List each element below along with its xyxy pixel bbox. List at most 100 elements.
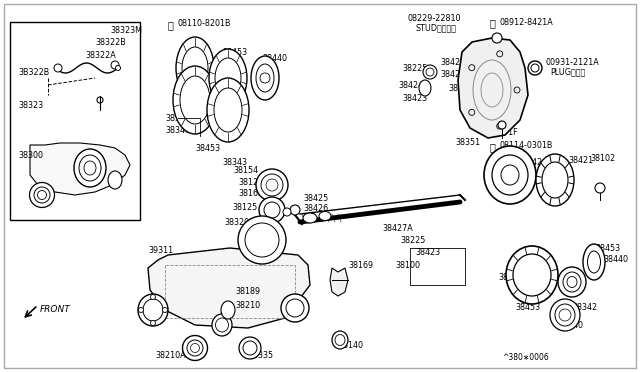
Text: 38425: 38425 [440,70,465,78]
Text: Ⓑ: Ⓑ [168,20,174,30]
Text: ^380∗0006: ^380∗0006 [502,353,548,362]
Ellipse shape [187,340,203,356]
Text: 38154: 38154 [233,166,258,174]
Text: 38342: 38342 [572,304,597,312]
Ellipse shape [266,179,278,191]
Circle shape [54,64,62,72]
Text: 38421: 38421 [568,155,593,164]
Circle shape [150,295,156,299]
Ellipse shape [245,223,279,257]
Ellipse shape [281,294,309,322]
Text: 38351F: 38351F [488,128,518,137]
Ellipse shape [216,318,228,332]
Ellipse shape [34,187,50,203]
Ellipse shape [180,76,210,124]
Ellipse shape [259,197,285,223]
Text: 38340: 38340 [558,321,583,330]
Ellipse shape [558,267,586,297]
Text: 38427A: 38427A [382,224,413,232]
Ellipse shape [79,155,101,181]
Text: 38423: 38423 [402,93,427,103]
Ellipse shape [423,65,437,79]
Ellipse shape [559,309,571,321]
Circle shape [283,208,291,216]
Bar [10,22,140,220]
Ellipse shape [143,299,163,321]
Text: 38351: 38351 [455,138,480,147]
Ellipse shape [550,299,580,331]
Text: STUDスタッド: STUDスタッド [415,23,456,32]
Circle shape [595,183,605,193]
Text: Ⓑ: Ⓑ [490,142,496,152]
Text: 38335: 38335 [248,350,273,359]
Text: 38343: 38343 [498,273,523,282]
Text: 38343: 38343 [222,157,247,167]
Circle shape [531,64,539,72]
Text: 38424: 38424 [398,80,423,90]
Ellipse shape [536,154,574,206]
Text: FRONT: FRONT [40,305,71,314]
Ellipse shape [256,169,288,201]
Polygon shape [458,38,528,138]
Text: 38102: 38102 [590,154,615,163]
Circle shape [150,321,156,326]
Ellipse shape [583,244,605,280]
Circle shape [528,61,542,75]
Ellipse shape [173,66,217,134]
Ellipse shape [176,37,214,99]
Text: 38165: 38165 [238,189,263,198]
Ellipse shape [261,174,283,196]
Text: 38453: 38453 [595,244,620,253]
Ellipse shape [221,301,235,319]
Text: 38120: 38120 [238,177,263,186]
Text: 38453: 38453 [515,304,540,312]
Text: 38426: 38426 [440,58,465,67]
Circle shape [97,97,103,103]
Circle shape [468,109,475,115]
Ellipse shape [212,314,232,336]
Text: 38424: 38424 [522,157,547,167]
Text: 38423: 38423 [415,247,440,257]
Ellipse shape [588,251,600,273]
Ellipse shape [264,202,280,218]
Ellipse shape [243,341,257,355]
Text: 38440: 38440 [262,54,287,62]
Ellipse shape [207,78,249,142]
Circle shape [260,73,270,83]
Ellipse shape [567,276,577,288]
Ellipse shape [542,162,568,198]
Ellipse shape [492,155,528,195]
Ellipse shape [191,343,200,353]
Ellipse shape [501,165,519,185]
Text: 38322A: 38322A [85,51,116,60]
Text: 38125: 38125 [232,202,257,212]
Ellipse shape [209,49,247,107]
Ellipse shape [319,212,331,221]
Text: 38320: 38320 [224,218,249,227]
Circle shape [498,121,506,129]
Text: 08229-22810: 08229-22810 [408,13,461,22]
Ellipse shape [251,56,279,100]
Ellipse shape [182,336,207,360]
Text: 38140: 38140 [338,340,363,350]
Ellipse shape [74,149,106,187]
Circle shape [497,123,503,129]
Circle shape [514,87,520,93]
Polygon shape [330,268,348,296]
Circle shape [497,51,503,57]
Ellipse shape [38,190,47,199]
Ellipse shape [108,171,122,189]
Text: 38189: 38189 [235,288,260,296]
Ellipse shape [563,272,581,292]
Polygon shape [30,143,130,195]
Text: 38225: 38225 [402,64,428,73]
Ellipse shape [555,304,575,326]
Ellipse shape [332,331,348,349]
Text: 38427: 38427 [448,83,473,93]
Polygon shape [148,248,310,328]
Circle shape [111,61,119,69]
Text: 38440: 38440 [603,256,628,264]
Text: 08114-0301B: 08114-0301B [500,141,554,150]
Text: 38225: 38225 [400,235,426,244]
Text: 38169: 38169 [348,260,373,269]
